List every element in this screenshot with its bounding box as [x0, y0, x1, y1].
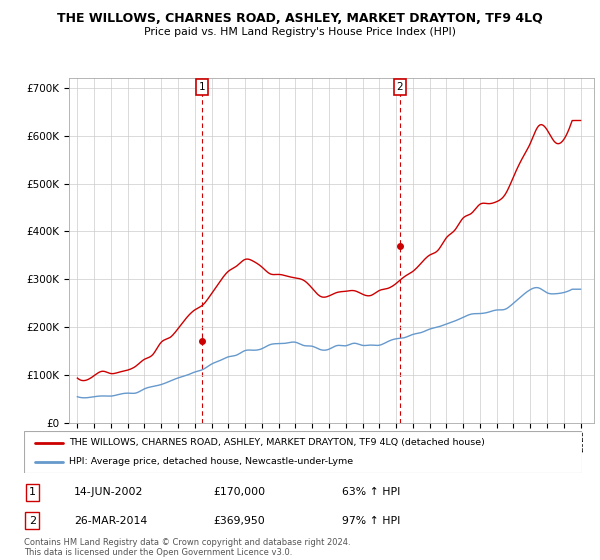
Text: Price paid vs. HM Land Registry's House Price Index (HPI): Price paid vs. HM Land Registry's House … [144, 27, 456, 37]
Text: £369,950: £369,950 [214, 516, 265, 526]
Text: 2: 2 [397, 82, 403, 92]
FancyBboxPatch shape [24, 431, 582, 473]
Text: 14-JUN-2002: 14-JUN-2002 [74, 487, 143, 497]
Text: THE WILLOWS, CHARNES ROAD, ASHLEY, MARKET DRAYTON, TF9 4LQ: THE WILLOWS, CHARNES ROAD, ASHLEY, MARKE… [57, 12, 543, 25]
Text: 2: 2 [29, 516, 36, 526]
Text: Contains HM Land Registry data © Crown copyright and database right 2024.
This d: Contains HM Land Registry data © Crown c… [24, 538, 350, 557]
Text: 1: 1 [29, 487, 36, 497]
Text: 97% ↑ HPI: 97% ↑ HPI [342, 516, 400, 526]
Text: 63% ↑ HPI: 63% ↑ HPI [342, 487, 400, 497]
Text: HPI: Average price, detached house, Newcastle-under-Lyme: HPI: Average price, detached house, Newc… [68, 458, 353, 466]
Text: 1: 1 [199, 82, 206, 92]
Text: THE WILLOWS, CHARNES ROAD, ASHLEY, MARKET DRAYTON, TF9 4LQ (detached house): THE WILLOWS, CHARNES ROAD, ASHLEY, MARKE… [68, 438, 485, 447]
Text: £170,000: £170,000 [214, 487, 266, 497]
Text: 26-MAR-2014: 26-MAR-2014 [74, 516, 148, 526]
